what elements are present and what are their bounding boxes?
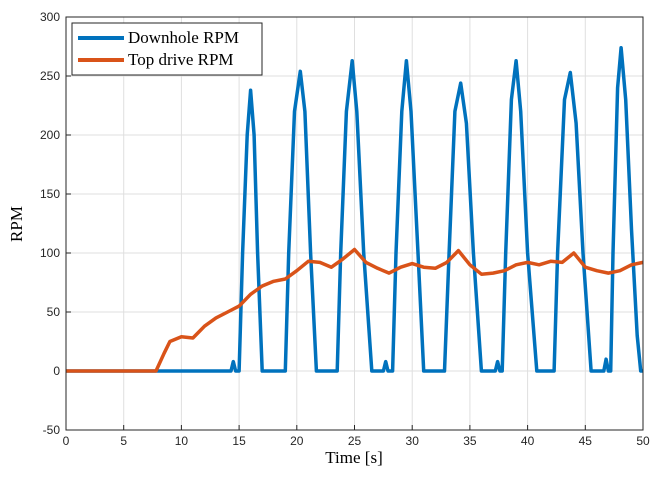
y-tick-label: 100 — [40, 246, 60, 260]
x-tick-label: 0 — [63, 434, 70, 448]
series-line — [66, 247, 644, 373]
x-tick-label: 25 — [348, 434, 362, 448]
x-tick-label: 50 — [636, 434, 650, 448]
y-tick-label: 50 — [47, 305, 61, 319]
y-tick-label: 150 — [40, 187, 60, 201]
x-tick-label: 20 — [290, 434, 304, 448]
y-tick-label: 300 — [40, 10, 60, 24]
x-tick-label: 15 — [232, 434, 246, 448]
legend: Downhole RPM Top drive RPM — [71, 22, 263, 76]
x-tick-label: 40 — [521, 434, 535, 448]
y-tick-label: 200 — [40, 128, 60, 142]
legend-label: Downhole RPM — [128, 28, 239, 47]
axes-box — [65, 16, 644, 431]
y-axis-label: RPM — [7, 206, 26, 242]
x-tick-label: 45 — [579, 434, 593, 448]
legend-box — [71, 22, 263, 76]
series-line — [66, 45, 643, 373]
x-tick-label: 10 — [175, 434, 189, 448]
y-tick-label: 0 — [53, 364, 60, 378]
x-tick-label: 35 — [463, 434, 477, 448]
x-tick-label: 30 — [406, 434, 420, 448]
y-tick-label: 250 — [40, 69, 60, 83]
y-tick-label: -50 — [43, 423, 61, 437]
x-tick-label: 5 — [120, 434, 127, 448]
x-axis-label: Time [s] — [325, 448, 382, 467]
legend-label: Top drive RPM — [128, 50, 234, 69]
